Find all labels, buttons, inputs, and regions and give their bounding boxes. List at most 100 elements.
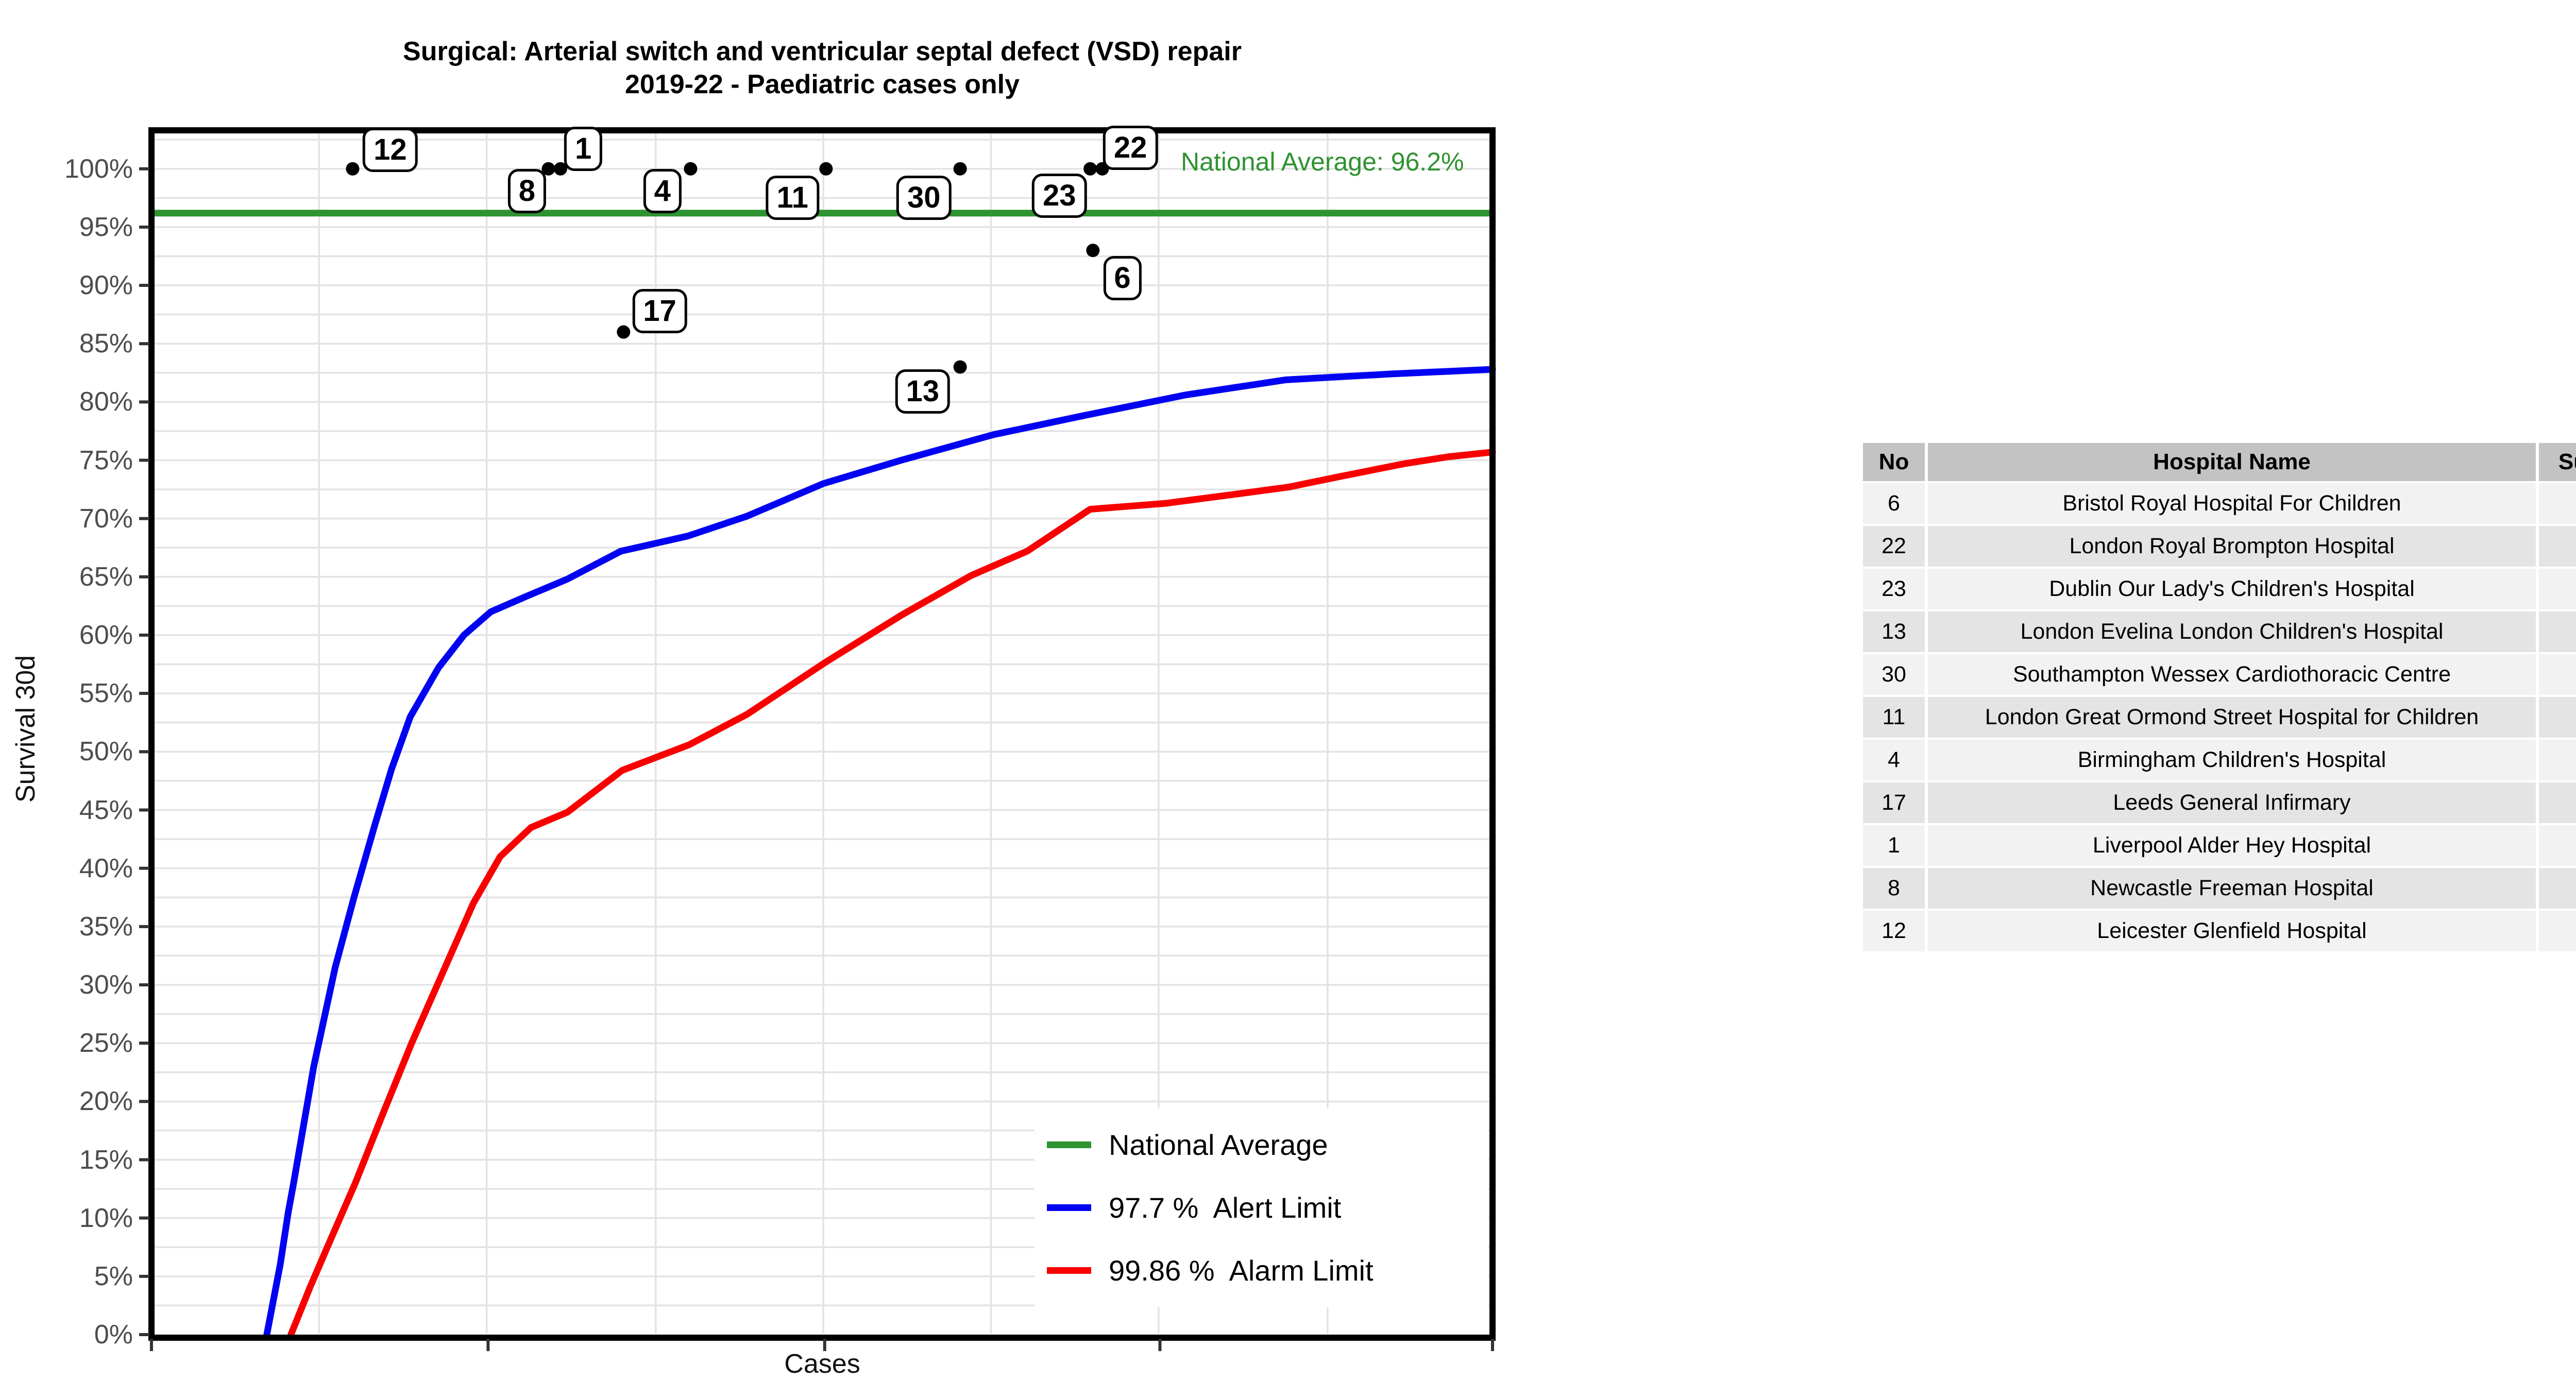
data-point-hospital-4	[684, 162, 698, 176]
point-label-hospital-17: 17	[632, 288, 687, 333]
table-cell-survival: 100%	[2539, 697, 2576, 738]
point-label-hospital-11: 11	[766, 176, 819, 220]
table-cell-survival: 100%	[2539, 740, 2576, 780]
y-tick-label-90%: 90%	[79, 270, 133, 301]
y-tick-label-65%: 65%	[79, 561, 133, 592]
y-tick-label-100%: 100%	[64, 153, 133, 184]
point-label-hospital-4: 4	[643, 168, 682, 213]
y-tick-label-40%: 40%	[79, 853, 133, 883]
table-cell-hospital-name: Dublin Our Lady's Children's Hospital	[1928, 569, 2536, 609]
alert-limit-line-swatch	[1047, 1204, 1091, 1211]
point-label-hospital-12: 12	[363, 128, 418, 173]
table-cell-no: 12	[1863, 911, 1925, 951]
table-cell-survival: 100%	[2539, 569, 2576, 609]
point-label-hospital-1: 1	[564, 127, 603, 172]
chart-title-line1: Surgical: Arterial switch and ventricula…	[403, 37, 1242, 66]
alert-limit-curve	[263, 366, 1496, 1338]
data-point-hospital-12	[346, 162, 360, 176]
table-row-hospital-30: 30 Southampton Wessex Cardiothoracic Cent…	[1863, 654, 2576, 695]
plot-border	[148, 127, 1496, 1341]
y-tick-label-15%: 15%	[79, 1145, 133, 1175]
legend-item-national-average: National Average	[1047, 1124, 1328, 1165]
table-cell-hospital-name: Liverpool Alder Hey Hospital	[1928, 825, 2536, 866]
table-cell-survival: 100%	[2539, 654, 2576, 695]
point-label-hospital-8: 8	[507, 168, 546, 213]
table-cell-survival: 100%	[2539, 868, 2576, 909]
table-cell-hospital-name: Southampton Wessex Cardiothoracic Centre	[1928, 654, 2536, 695]
table-cell-hospital-name: London Evelina London Children's Hospita…	[1928, 611, 2536, 652]
y-tick-label-45%: 45%	[79, 795, 133, 825]
y-tick-label-80%: 80%	[79, 387, 133, 417]
point-label-hospital-6: 6	[1103, 256, 1142, 301]
legend-item-alert-limit: 97.7 % Alert Limit	[1047, 1187, 1341, 1228]
y-tick-label-30%: 30%	[79, 970, 133, 1000]
table-cell-no: 17	[1863, 782, 1925, 823]
table-cell-hospital-name: London Great Ormond Street Hospital for …	[1928, 697, 2536, 738]
table-cell-no: 13	[1863, 611, 1925, 652]
table-cell-survival: 86%	[2539, 782, 2576, 823]
y-axis-title: Survival 30d	[11, 655, 41, 803]
y-tick-label-95%: 95%	[79, 212, 133, 242]
legend-item-alarm-limit: 99.86 % Alarm Limit	[1047, 1250, 1374, 1291]
table-row-hospital-11: 11 London Great Ormond Street Hospital fo…	[1863, 697, 2576, 738]
point-label-hospital-23: 23	[1031, 173, 1087, 218]
table-cell-survival: 83%	[2539, 611, 2576, 652]
y-tick-label-85%: 85%	[79, 329, 133, 359]
y-tick-label-55%: 55%	[79, 678, 133, 709]
table-cell-hospital-name: Birmingham Children's Hospital	[1928, 740, 2536, 780]
y-tick-label-75%: 75%	[79, 445, 133, 475]
y-tick-label-25%: 25%	[79, 1028, 133, 1059]
data-point-hospital-30	[953, 162, 967, 176]
table-cell-survival: 100%	[2539, 911, 2576, 951]
table-cell-hospital-name: Newcastle Freeman Hospital	[1928, 868, 2536, 909]
data-point-hospital-23	[1083, 162, 1097, 176]
legend-label: 99.86 % Alarm Limit	[1109, 1254, 1374, 1287]
y-tick-label-0%: 0%	[94, 1320, 133, 1350]
table-cell-hospital-name: Bristol Royal Hospital For Children	[1928, 483, 2536, 524]
data-point-hospital-11	[819, 162, 833, 176]
chart-title-line2: 2019-22 - Paediatric cases only	[624, 70, 1020, 99]
data-point-hospital-13	[953, 360, 967, 374]
data-point-hospital-6	[1086, 244, 1100, 258]
y-tick-label-20%: 20%	[79, 1086, 133, 1117]
data-point-hospital-8	[541, 162, 555, 176]
alarm-limit-curve	[287, 449, 1496, 1338]
point-label-hospital-22: 22	[1103, 125, 1158, 170]
y-tick-label-5%: 5%	[94, 1261, 133, 1291]
table-cell-hospital-name: Leeds General Infirmary	[1928, 782, 2536, 823]
table-cell-hospital-name: Leicester Glenfield Hospital	[1928, 911, 2536, 951]
y-tick-label-70%: 70%	[79, 503, 133, 534]
alarm-limit-line-swatch	[1047, 1267, 1091, 1274]
table-cell-no: 23	[1863, 569, 1925, 609]
national-average-line-swatch	[1047, 1141, 1091, 1148]
legend-background	[1035, 1108, 1488, 1307]
table-header-hospital: Hospital Name	[1928, 443, 2536, 481]
table-cell-no: 1	[1863, 825, 1925, 866]
table-cell-no: 4	[1863, 740, 1925, 780]
point-label-hospital-13: 13	[895, 369, 950, 414]
table-cell-no: 11	[1863, 697, 1925, 738]
table-cell-no: 30	[1863, 654, 1925, 695]
y-tick-label-35%: 35%	[79, 911, 133, 942]
y-tick-label-60%: 60%	[79, 620, 133, 651]
national-average-annotation: National Average: 96.2%	[1181, 147, 1464, 176]
y-tick-label-50%: 50%	[79, 737, 133, 767]
table-cell-no: 8	[1863, 868, 1925, 909]
table-cell-survival: 93%	[2539, 483, 2576, 524]
table-cell-survival: 100%	[2539, 526, 2576, 567]
hospital-table-header-row: No Hospital Name Survival 30d	[1863, 443, 2576, 481]
y-tick-label-10%: 10%	[79, 1203, 133, 1233]
table-cell-no: 6	[1863, 483, 1925, 524]
table-cell-survival: 100%	[2539, 825, 2576, 866]
